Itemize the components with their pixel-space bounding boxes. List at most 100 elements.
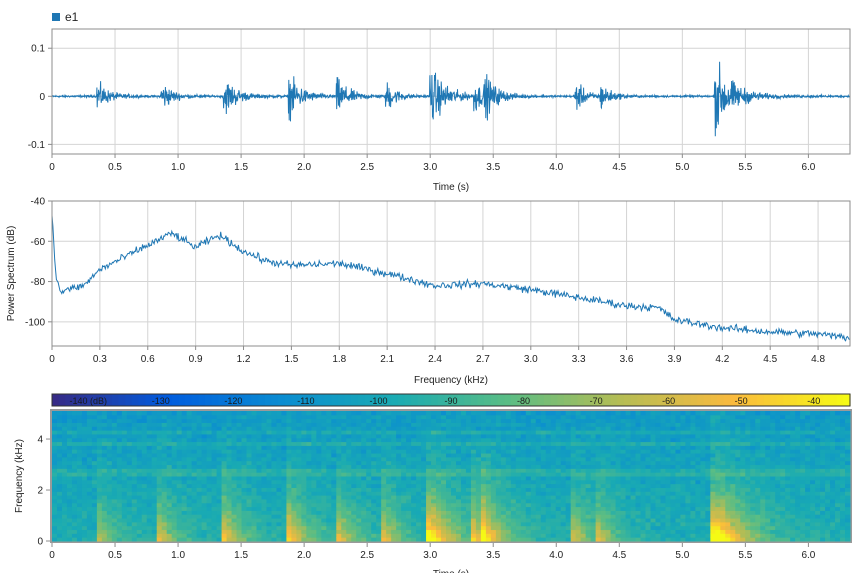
spectrogram-cell [740,533,746,538]
spectrogram-cell [236,529,243,534]
spectrogram-cell [401,445,407,450]
spectrogram-cell [530,472,537,477]
spectrogram-cell [176,533,183,538]
spectrogram-cell [181,514,188,519]
spectrogram-cell [670,441,676,446]
spectrogram-cell [52,533,58,538]
spectrogram-cell [216,476,223,481]
spectrogram-cell [151,411,158,416]
spectrogram-cell [326,445,332,450]
spectrogram-cell [176,487,183,492]
spectrogram-cell [460,426,467,431]
spectrogram-cell [431,487,437,492]
spectrogram-cell [186,506,193,511]
spectrogram-cell [515,491,522,496]
spectrogram-cell [660,502,666,508]
spectrogram-cell [730,514,736,519]
spectrogram-cell [396,441,402,446]
spectrogram-cell [116,449,123,454]
spectrogram-cell [231,498,238,504]
spectrogram-cell [91,472,98,477]
spectrogram-cell [361,521,367,527]
spectrogram-cell [226,422,233,427]
spectrogram-cell [181,411,188,416]
spectrogram-cell [201,510,208,515]
spectrogram-cell [540,445,547,450]
spectrogram-cell [426,533,432,538]
spectrogram-cell [585,418,592,423]
spectrogram-cell [421,537,427,542]
spectrogram-cell [351,495,357,500]
spectrogram-cell [376,495,382,500]
spectrogram-cell [720,426,726,431]
spectrogram-cell [655,418,661,423]
spectrogram-cell [76,529,83,534]
spectrogram-cell [680,433,686,439]
spectrogram-cell [426,537,432,542]
spectrogram-cell [416,476,422,481]
spectrogram-cell [376,411,382,416]
spectrogram-cell [540,521,547,527]
spectrogram-cell [595,529,602,534]
spectrogram-cell [266,414,272,420]
spectrogram-cell [510,433,517,439]
spectrogram-cell [391,525,397,531]
spectrogram-cell [126,529,133,534]
spectrogram-cell [201,441,208,446]
spectrogram-cell [565,437,572,443]
spectrogram-cell [346,491,352,496]
spectrogram-cell [505,510,512,515]
spectrogram-cell [500,433,507,439]
spectrogram-cell [366,495,372,500]
spectrogram-cell [386,525,392,531]
spectrogram-cell [356,468,362,473]
spectrogram-cell [635,464,642,469]
spectrogram-cell [570,506,577,511]
spectrogram-cell [480,479,487,485]
spectrogram-cell [545,441,552,446]
spectrogram-cell [441,479,447,485]
spectrogram-cell [151,518,158,523]
colorbar-cell [397,394,406,406]
spectrogram-cell [221,441,228,446]
spectrogram-cell [371,476,377,481]
spectrogram-cell [490,533,497,538]
spectrogram-cell [560,502,567,508]
spectrogram-cell [121,514,128,519]
spectrogram-cell [525,521,532,527]
colorbar-cell [717,394,725,406]
spectrogram-cell [141,502,148,508]
spectrogram-cell [136,518,143,523]
spectrogram-cell [431,464,437,469]
spectrogram-cell [550,487,557,492]
spectrogram-cell [91,456,98,462]
spectrogram-cell [605,426,612,431]
spectrogram-cell [126,418,133,423]
spectrogram-cell [630,479,637,485]
spectrogram-cell [560,483,567,488]
spectrogram-cell [705,529,711,534]
spectrogram-cell [406,529,412,534]
spectrogram-cell [86,426,93,431]
spectrogram-cell [211,537,218,542]
spectrogram-cell [136,441,143,446]
spectrogram-cell [106,411,113,416]
spectrogram-cell [460,487,467,492]
spectrogram-cell [286,445,292,450]
spectrogram-cell [615,525,622,531]
spectrogram-cell [406,433,412,439]
spectrogram-cell [401,518,407,523]
spectrogram-cell [715,445,721,450]
spectrogram-cell [565,433,572,439]
spectrogram-cell [386,510,392,515]
spectrogram-cell [495,479,502,485]
spectrogram-cell [480,476,487,481]
spectrogram-cell [91,464,98,469]
spectrogram-cell [615,460,622,466]
spectrogram-cell [321,476,327,481]
spectrogram-cell [700,498,706,504]
spectrogram-cell [116,418,123,423]
spectrogram-cell [515,468,522,473]
spectrogram-cell [555,529,562,534]
spectrogram-cell [431,468,437,473]
